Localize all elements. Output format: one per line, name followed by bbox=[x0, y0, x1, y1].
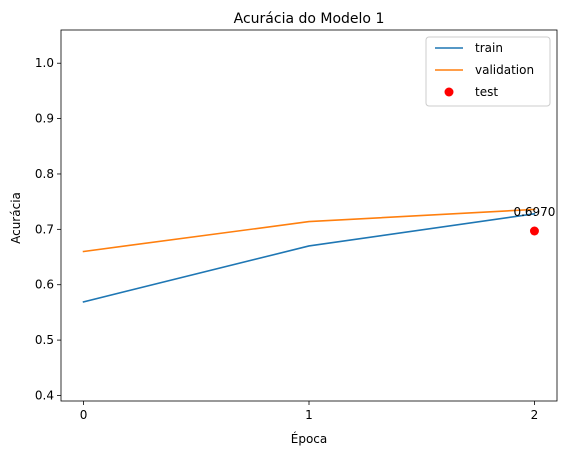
legend-label-train: train bbox=[475, 41, 503, 55]
y-tick-label: 0.9 bbox=[35, 112, 54, 126]
plot-area: 0 1 2 0.4 0.5 0.6 0.7 0.8 0.9 1.0 0.6970 bbox=[35, 29, 558, 422]
series-line-train bbox=[82, 212, 536, 303]
chart-title: Acurácia do Modelo 1 bbox=[234, 11, 385, 27]
y-axis-label: Acurácia bbox=[9, 192, 23, 244]
x-tick-label: 0 bbox=[80, 408, 88, 422]
legend-label-test: test bbox=[475, 85, 498, 99]
legend: train validation test bbox=[425, 36, 551, 107]
y-tick-label: 0.6 bbox=[35, 278, 54, 292]
y-tick-label: 0.7 bbox=[35, 222, 54, 236]
legend-box bbox=[425, 36, 551, 107]
series-layer bbox=[82, 208, 539, 303]
y-tick-label: 0.5 bbox=[35, 333, 54, 347]
x-tick-label: 1 bbox=[305, 408, 313, 422]
y-tick-label: 1.0 bbox=[35, 56, 54, 70]
legend-label-validation: validation bbox=[475, 63, 534, 77]
x-tick-label: 2 bbox=[531, 408, 539, 422]
y-tick-label: 0.4 bbox=[35, 388, 54, 402]
series-point-test bbox=[529, 226, 539, 236]
x-axis-label: Época bbox=[291, 431, 328, 446]
legend-swatch-test bbox=[444, 87, 454, 97]
data-label: 0.6970 bbox=[513, 205, 555, 219]
axes-frame bbox=[60, 29, 558, 402]
series-line-validation bbox=[82, 208, 536, 253]
y-tick-label: 0.8 bbox=[35, 167, 54, 181]
axis-ticks: 0 1 2 0.4 0.5 0.6 0.7 0.8 0.9 1.0 bbox=[35, 56, 538, 422]
annotation-layer: 0.6970 bbox=[513, 205, 555, 219]
